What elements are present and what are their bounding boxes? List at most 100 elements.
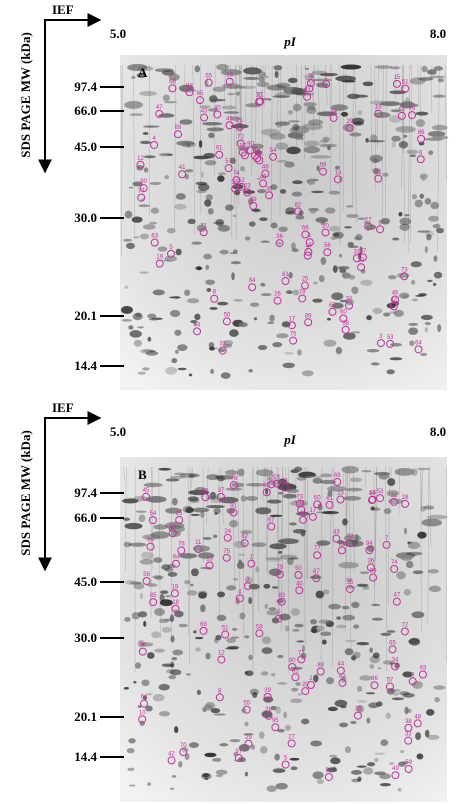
- spot-label: 17: [289, 316, 296, 322]
- protein-band: [408, 327, 419, 335]
- spot-circle: [149, 598, 158, 607]
- streak: [385, 466, 388, 672]
- spot-label: 76: [178, 542, 185, 548]
- streak: [239, 64, 242, 136]
- spot-circle: [265, 191, 274, 200]
- protein-band: [193, 630, 197, 634]
- spot-circle: [196, 96, 205, 105]
- streak: [187, 466, 190, 666]
- spot-label: 49: [226, 116, 233, 122]
- protein-band: [147, 313, 157, 319]
- spot-label: 27: [365, 217, 372, 223]
- protein-band: [138, 204, 150, 208]
- protein-band: [129, 330, 142, 338]
- protein-band: [290, 608, 300, 616]
- protein-band: [428, 150, 434, 155]
- protein-band: [164, 101, 178, 104]
- streak: [133, 64, 136, 240]
- spot-label: 12: [137, 156, 144, 162]
- protein-band: [277, 241, 282, 245]
- spot-circle: [353, 711, 362, 720]
- protein-band: [318, 619, 332, 624]
- protein-band: [404, 214, 410, 217]
- spot-label: 58: [342, 321, 349, 327]
- protein-band: [416, 753, 424, 760]
- protein-band: [213, 508, 221, 515]
- protein-band: [332, 766, 337, 772]
- streak: [381, 64, 384, 225]
- spot-label: 20: [322, 223, 329, 229]
- protein-band: [229, 329, 239, 337]
- protein-band: [244, 236, 251, 241]
- panel-letter: A: [138, 65, 148, 80]
- streak: [260, 64, 262, 67]
- protein-band: [388, 498, 404, 505]
- spot-circle: [171, 604, 180, 613]
- spot-circle: [263, 692, 272, 701]
- spot-circle: [142, 576, 151, 585]
- spot-circle: [336, 666, 345, 675]
- spot-circle: [225, 77, 234, 86]
- protein-band: [365, 137, 369, 143]
- protein-band: [230, 261, 241, 265]
- spot-label: 50: [224, 312, 231, 318]
- protein-band: [165, 366, 178, 375]
- streak: [221, 466, 224, 525]
- mw-label: 30.0: [74, 210, 97, 225]
- streak: [213, 64, 216, 175]
- protein-band: [322, 511, 339, 515]
- spot-label: 46: [369, 491, 376, 497]
- protein-band: [158, 711, 170, 717]
- protein-band: [153, 524, 168, 530]
- protein-band: [409, 154, 417, 157]
- protein-band: [137, 704, 142, 709]
- protein-band: [147, 652, 155, 659]
- protein-band: [192, 507, 210, 513]
- protein-band: [174, 203, 187, 210]
- protein-band: [135, 510, 147, 513]
- spot-label: 72: [237, 135, 244, 141]
- protein-band: [410, 261, 422, 268]
- y-axis-title: SDS PAGE MW (kDa): [18, 430, 33, 556]
- protein-band: [338, 562, 359, 569]
- protein-band: [387, 275, 397, 280]
- protein-band: [428, 75, 446, 79]
- spot-label: 44: [194, 322, 201, 328]
- protein-band: [415, 732, 422, 741]
- spot-circle: [400, 272, 409, 281]
- spot-label: 24: [224, 529, 231, 535]
- protein-band: [260, 293, 272, 297]
- protein-band: [328, 190, 341, 195]
- streak: [276, 466, 279, 609]
- protein-band: [433, 66, 444, 71]
- protein-band: [140, 348, 153, 354]
- spot-label: 33: [405, 732, 412, 738]
- protein-band: [265, 488, 269, 495]
- protein-band: [382, 172, 389, 177]
- spot-circle: [234, 753, 243, 762]
- protein-band: [148, 221, 158, 225]
- spot-circle: [255, 629, 264, 638]
- spot-label: 27: [288, 734, 295, 740]
- spot-label: 77: [314, 546, 321, 552]
- spot-circle: [166, 249, 175, 258]
- protein-band: [230, 124, 249, 129]
- mw-label: 14.4: [74, 358, 97, 373]
- spot-label: 86: [371, 676, 378, 682]
- protein-band: [238, 322, 248, 328]
- streak: [304, 64, 306, 159]
- spot-circle: [221, 630, 230, 639]
- spot-circle: [301, 281, 310, 290]
- spot-circle: [224, 164, 233, 173]
- protein-band: [412, 570, 424, 575]
- protein-band: [427, 131, 446, 137]
- spot-label: 17: [310, 508, 317, 514]
- spot-circle: [303, 251, 312, 260]
- protein-band: [258, 77, 265, 83]
- protein-band: [408, 638, 420, 644]
- protein-band: [399, 691, 410, 696]
- spot-circle: [142, 492, 151, 501]
- protein-band: [311, 78, 332, 82]
- protein-band: [400, 554, 413, 561]
